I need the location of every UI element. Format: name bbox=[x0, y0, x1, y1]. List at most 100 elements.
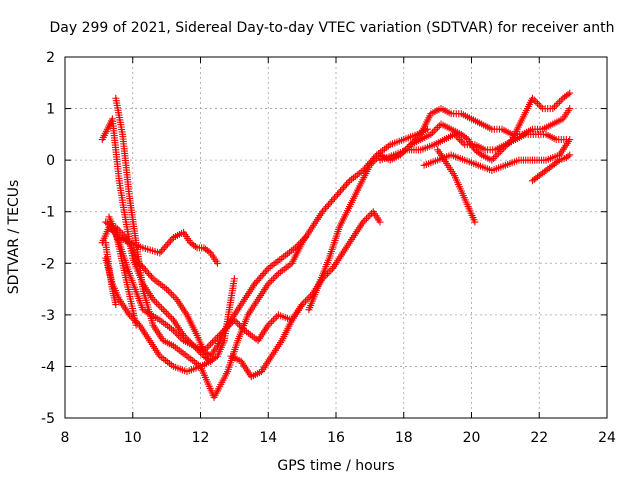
data-point bbox=[145, 270, 153, 278]
data-point bbox=[132, 321, 140, 329]
data-point bbox=[266, 278, 274, 286]
data-point bbox=[190, 342, 198, 350]
x-tick-label: 16 bbox=[327, 430, 345, 446]
data-point bbox=[476, 150, 484, 158]
data-point bbox=[429, 129, 437, 137]
data-point bbox=[335, 189, 343, 197]
data-point bbox=[268, 318, 276, 326]
y-axis-title: SDTVAR / TECUs bbox=[6, 180, 22, 295]
data-point bbox=[252, 278, 260, 286]
data-point bbox=[327, 197, 335, 205]
series-sat-l bbox=[407, 89, 574, 164]
data-point bbox=[205, 342, 213, 350]
data-point bbox=[298, 301, 306, 309]
data-point bbox=[105, 223, 113, 231]
data-point bbox=[151, 297, 159, 305]
x-tick-label: 22 bbox=[530, 430, 548, 446]
data-point bbox=[161, 307, 169, 315]
data-point bbox=[110, 228, 118, 236]
data-point bbox=[159, 306, 167, 314]
data-point bbox=[554, 99, 562, 107]
data-point bbox=[530, 96, 538, 104]
data-point bbox=[359, 218, 367, 226]
data-point bbox=[269, 316, 277, 324]
data-point bbox=[162, 242, 170, 250]
data-point bbox=[188, 340, 196, 348]
data-point bbox=[320, 206, 328, 214]
data-point bbox=[255, 275, 263, 283]
data-point bbox=[491, 153, 499, 161]
data-point bbox=[152, 299, 160, 307]
data-point bbox=[208, 338, 216, 346]
data-point bbox=[163, 285, 171, 293]
x-tick-label: 12 bbox=[192, 430, 210, 446]
data-point bbox=[164, 311, 172, 319]
data-point bbox=[459, 139, 467, 147]
data-point bbox=[430, 127, 438, 135]
data-point bbox=[205, 248, 213, 256]
y-tick-label: -5 bbox=[41, 411, 55, 427]
data-point bbox=[305, 294, 313, 302]
data-point bbox=[498, 146, 506, 154]
data-point bbox=[157, 247, 165, 255]
data-point bbox=[550, 103, 558, 111]
data-point bbox=[258, 271, 266, 279]
data-point bbox=[341, 182, 349, 190]
x-tick-label: 18 bbox=[395, 430, 413, 446]
data-point bbox=[564, 90, 572, 98]
data-point bbox=[169, 292, 177, 300]
data-point bbox=[164, 287, 172, 295]
data-point bbox=[302, 297, 310, 305]
data-point bbox=[163, 240, 171, 248]
data-point bbox=[300, 299, 308, 307]
y-tick-label: -3 bbox=[41, 308, 55, 324]
ticks-layer bbox=[64, 56, 608, 419]
data-point bbox=[108, 227, 116, 235]
data-point bbox=[329, 196, 337, 204]
data-point bbox=[362, 215, 370, 223]
data-point bbox=[332, 192, 340, 200]
data-point bbox=[432, 125, 440, 133]
data-point bbox=[268, 276, 276, 284]
data-point bbox=[273, 313, 281, 321]
x-tick-label: 10 bbox=[124, 430, 142, 446]
data-point bbox=[166, 237, 174, 245]
data-point bbox=[264, 280, 272, 288]
data-point bbox=[457, 137, 465, 145]
x-tick-label: 20 bbox=[463, 430, 481, 446]
data-point bbox=[557, 96, 565, 104]
data-point bbox=[195, 347, 203, 355]
y-tick-label: 2 bbox=[46, 50, 55, 66]
data-point bbox=[263, 266, 271, 274]
data-point bbox=[154, 301, 162, 309]
data-point bbox=[260, 270, 268, 278]
data-point bbox=[213, 259, 221, 267]
series-sat-d bbox=[102, 239, 120, 309]
data-point bbox=[251, 280, 259, 288]
data-point bbox=[165, 239, 173, 247]
data-point bbox=[271, 314, 279, 322]
data-point bbox=[257, 273, 265, 281]
x-axis-title: GPS time / hours bbox=[277, 458, 394, 474]
data-point bbox=[160, 244, 168, 252]
data-point bbox=[166, 313, 174, 321]
data-point bbox=[191, 344, 199, 352]
data-point bbox=[271, 273, 279, 281]
data-point bbox=[168, 314, 176, 322]
data-point bbox=[368, 160, 376, 168]
data-point bbox=[330, 194, 338, 202]
data-point bbox=[171, 294, 179, 302]
y-tick-label: 1 bbox=[46, 102, 55, 118]
data-point bbox=[125, 311, 133, 319]
data-point bbox=[232, 318, 240, 326]
data-point bbox=[318, 208, 326, 216]
data-point bbox=[566, 151, 574, 159]
y-tick-label: 0 bbox=[46, 153, 55, 169]
data-point bbox=[321, 204, 329, 212]
data-point bbox=[454, 134, 462, 142]
data-point bbox=[112, 230, 120, 238]
data-point bbox=[334, 191, 342, 199]
x-tick-label: 14 bbox=[259, 430, 277, 446]
